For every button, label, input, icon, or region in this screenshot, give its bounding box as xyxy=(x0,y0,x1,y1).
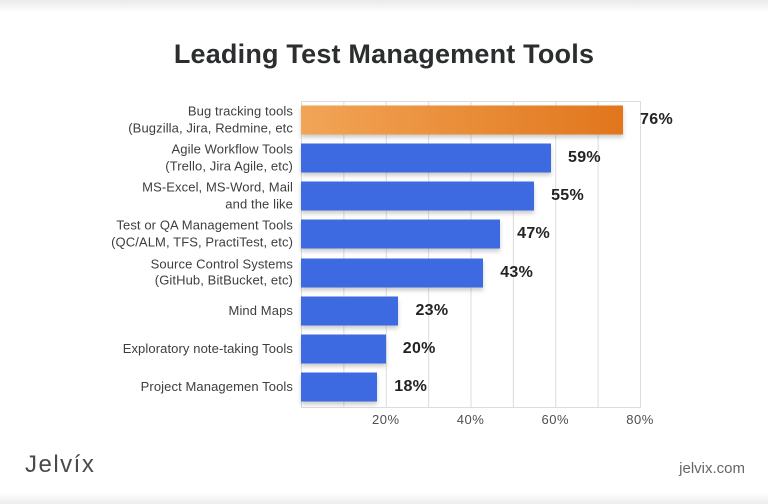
bar-row: Mind Maps 23% xyxy=(0,292,768,330)
bar xyxy=(301,219,501,249)
bar xyxy=(301,372,378,402)
value-label: 23% xyxy=(415,301,449,319)
category-label: Source Control Systems (GitHub, BitBucke… xyxy=(150,256,293,288)
category-label: Mind Maps xyxy=(228,302,293,318)
bar xyxy=(301,105,624,135)
value-label: 43% xyxy=(500,263,534,281)
value-label: 59% xyxy=(568,149,601,167)
bar-row: Source Control Systems (GitHub, BitBucke… xyxy=(0,254,768,292)
category-label: Exploratory note-taking Tools xyxy=(122,340,293,356)
bottom-shadow-edge xyxy=(0,493,768,504)
category-label: MS-Excel, MS-Word, Mail and the like xyxy=(142,179,293,212)
value-label: 76% xyxy=(640,111,673,129)
category-label: Test or QA Management Tools (QC/ALM, TFS… xyxy=(111,217,293,250)
value-label: 47% xyxy=(517,225,551,243)
bar xyxy=(301,258,484,288)
jelvix-logo: Jelvíx xyxy=(25,451,96,478)
bar-row: Agile Workflow Tools (Trello, Jira Agile… xyxy=(0,139,768,177)
bar-row: MS-Excel, MS-Word, Mail and the like 55% xyxy=(0,177,768,215)
bar xyxy=(301,143,551,173)
value-label: 20% xyxy=(402,339,436,357)
bar-row: Test or QA Management Tools (QC/ALM, TFS… xyxy=(0,215,768,253)
x-tick-label: 60% xyxy=(541,412,570,427)
website-url: jelvix.com xyxy=(679,460,745,477)
bar xyxy=(301,181,535,211)
bar-row: Bug tracking tools (Bugzilla, Jira, Redm… xyxy=(0,101,768,139)
category-label: Bug tracking tools (Bugzilla, Jira, Redm… xyxy=(128,103,293,136)
chart-title: Leading Test Management Tools xyxy=(173,39,595,69)
x-tick-label: 80% xyxy=(626,412,654,427)
bar xyxy=(301,296,399,326)
x-tick-label: 20% xyxy=(371,412,400,427)
category-label: Agile Workflow Tools (Trello, Jira Agile… xyxy=(165,141,293,174)
bar xyxy=(301,334,386,364)
value-label: 18% xyxy=(394,377,428,395)
value-label: 55% xyxy=(551,187,584,205)
category-label: Project Managemen Tools xyxy=(140,378,293,394)
bar-row: Exploratory note-taking Tools 20% xyxy=(0,330,768,368)
bar-row: Project Managemen Tools 18% xyxy=(0,368,768,406)
x-tick-label: 40% xyxy=(456,412,485,427)
top-shadow-edge xyxy=(0,0,768,13)
